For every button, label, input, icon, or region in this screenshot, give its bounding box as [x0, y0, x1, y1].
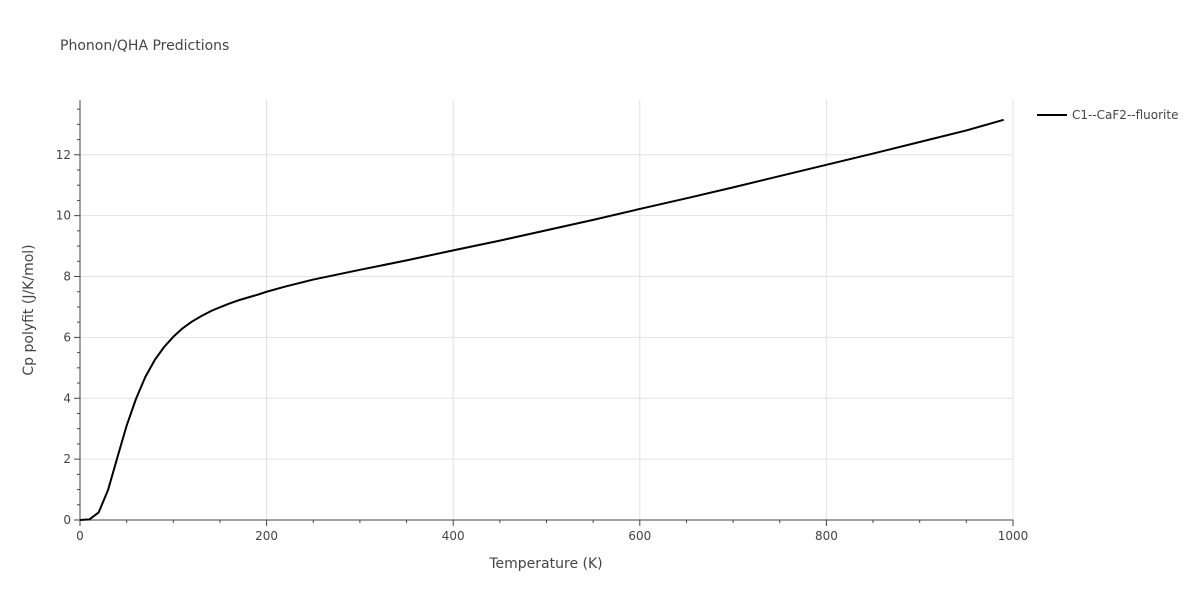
x-tick-label: 600 — [628, 529, 651, 543]
y-axis-label: Cp polyfit (J/K/mol) — [21, 244, 37, 375]
legend-label: C1--CaF2--fluorite — [1072, 108, 1178, 122]
x-tick-label: 1000 — [998, 529, 1029, 543]
x-tick-label: 200 — [255, 529, 278, 543]
series-layer — [79, 118, 1004, 521]
y-tick-label: 2 — [63, 452, 71, 466]
y-tick-label: 0 — [63, 513, 71, 527]
chart-title: Phonon/QHA Predictions — [60, 38, 229, 54]
y-tick-label: 8 — [63, 270, 71, 284]
axis-layer: 0 200 400 600 800 1000 0 2 4 6 8 10 12 — [56, 100, 1029, 543]
x-tick-label: 400 — [442, 529, 465, 543]
y-tick-label: 6 — [63, 330, 71, 344]
y-tick-label: 4 — [63, 391, 71, 405]
x-tick-label: 0 — [76, 529, 84, 543]
x-tick-label: 800 — [815, 529, 838, 543]
y-tick-label: 10 — [56, 209, 71, 223]
y-tick-label: 12 — [56, 148, 71, 162]
grid-layer — [80, 100, 1014, 520]
series-line — [79, 118, 1004, 521]
x-axis-label: Temperature (K) — [488, 556, 602, 572]
legend: C1--CaF2--fluorite — [1037, 108, 1178, 122]
